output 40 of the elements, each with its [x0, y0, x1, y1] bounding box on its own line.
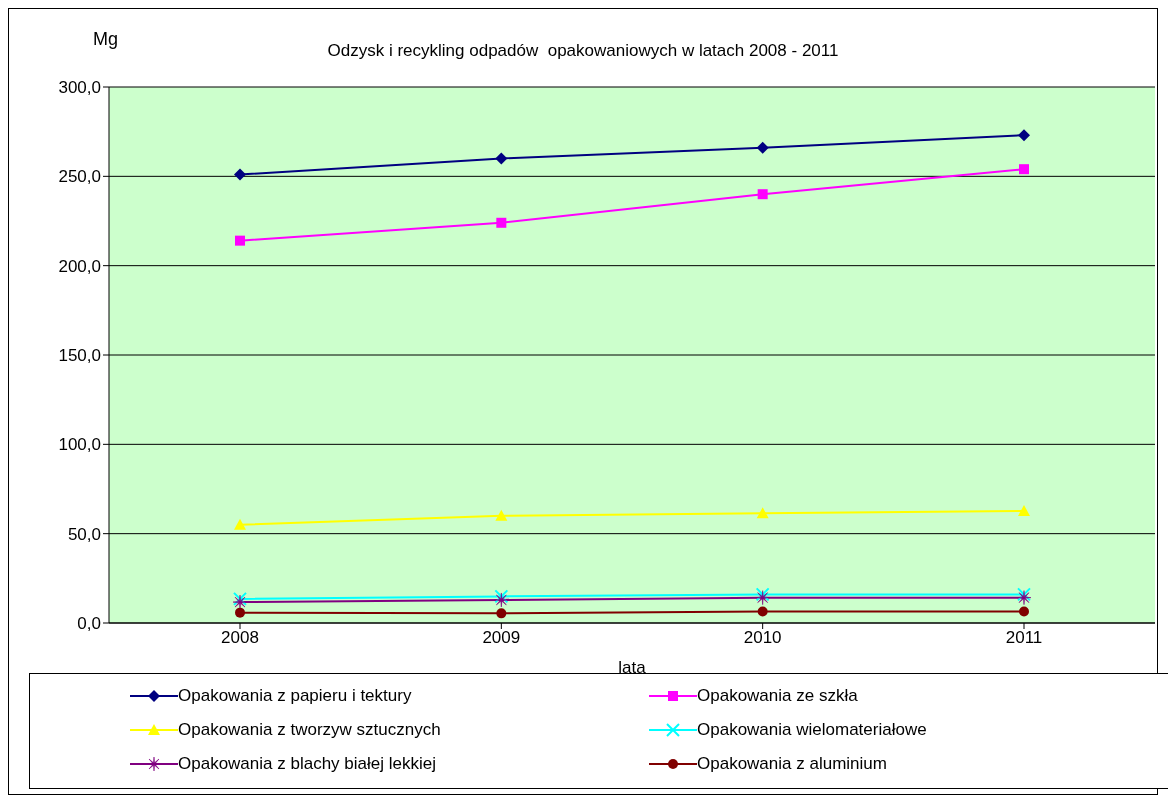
y-tick-label: 50,0 — [67, 524, 101, 544]
point — [235, 607, 245, 618]
point — [233, 591, 247, 606]
point — [757, 189, 768, 200]
y-tick-label: 100,0 — [58, 435, 101, 455]
point — [494, 589, 509, 604]
point — [234, 168, 246, 181]
legend-label: Opakowania ze szkła — [697, 686, 858, 706]
y-tick-label: 0,0 — [77, 614, 101, 634]
point — [496, 217, 507, 228]
legend-label: Opakowania wielomateriałowe — [697, 720, 927, 740]
x-tick-label: 2011 — [1005, 628, 1043, 648]
point — [1018, 504, 1030, 516]
point — [757, 606, 768, 617]
y-tick-label: 300,0 — [58, 78, 101, 98]
point — [756, 507, 769, 519]
legend-label: Opakowania z blachy białej lekkiej — [178, 754, 436, 774]
point — [232, 594, 248, 610]
point — [1019, 164, 1029, 175]
y-tick-label: 150,0 — [58, 346, 101, 366]
point — [495, 152, 508, 165]
point — [234, 518, 246, 530]
point — [494, 592, 509, 608]
legend-label: Opakowania z aluminium — [697, 754, 887, 774]
x-tick-label: 2008 — [221, 628, 259, 648]
point — [496, 608, 507, 619]
legend-label: Opakowania z tworzyw sztucznych — [178, 720, 441, 740]
point — [1019, 606, 1029, 617]
point — [235, 235, 245, 246]
point — [495, 509, 508, 521]
point — [1018, 129, 1030, 142]
chart-title: Odzysk i recykling odpadów opakowaniowych w latach 2008 - 2011 — [327, 41, 839, 60]
point — [756, 141, 769, 154]
x-axis-title: lata — [618, 658, 647, 677]
legend-label: Opakowania z papieru i tektury — [178, 686, 412, 706]
y-tick-label: 250,0 — [58, 167, 101, 187]
x-tick-label: 2009 — [482, 628, 521, 648]
x-tick-label: 2010 — [743, 628, 782, 648]
y-axis-title: Mg — [93, 29, 119, 50]
y-tick-label: 200,0 — [58, 256, 101, 276]
